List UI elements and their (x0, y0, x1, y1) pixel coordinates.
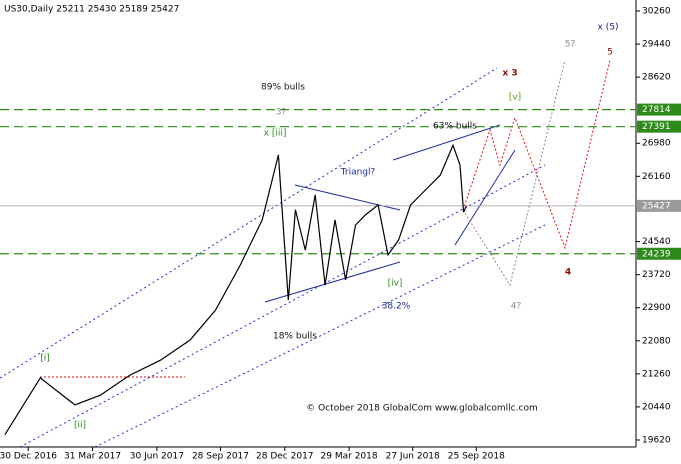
y-tick-label: 26160 (642, 172, 671, 182)
annotation: © October 2018 GlobalCom www.globalcomll… (306, 404, 537, 414)
y-tick-label: 19620 (642, 435, 671, 445)
level-tag (637, 120, 681, 133)
forecast-red (462, 59, 611, 250)
y-tick-label: 23720 (642, 270, 671, 280)
forecast-gray (462, 59, 566, 287)
annotation: x [iii] (264, 129, 287, 139)
annotation: [ii] (74, 421, 86, 431)
annotation: 5? (565, 40, 576, 50)
level-tag-label: 24239 (642, 249, 671, 259)
wedge-bottom (454, 149, 516, 246)
annotation: 4? (511, 302, 522, 312)
y-tick-label: 22900 (642, 303, 671, 313)
level-tag-label: 27814 (642, 105, 671, 115)
x-tick-label: 28 Sep 2017 (192, 452, 249, 462)
annotation: 89% bulls (261, 83, 305, 93)
channel-lower (94, 224, 546, 448)
level-tag (637, 199, 681, 212)
annotation: [v] (509, 93, 521, 103)
x-tick-label: 28 Dec 2017 (256, 452, 314, 462)
annotation: 63% bulls (433, 122, 477, 132)
channel-lines (0, 67, 546, 448)
y-tick-label: 21260 (642, 369, 671, 379)
annotation: x (5) (598, 23, 619, 33)
annotation: 18% bulls (273, 332, 317, 342)
y-tick-label: 22080 (642, 336, 671, 346)
annotation: [iv] (388, 279, 403, 289)
y-tick-label: 26980 (642, 139, 671, 149)
x-tick-label: 27 Jun 2018 (386, 452, 440, 462)
y-tick-label: 30260 (642, 7, 671, 17)
annotation: 5 (607, 48, 613, 58)
annotation: Triangl? (340, 168, 376, 178)
annotation: 38.2% (382, 302, 411, 312)
x-tick-label: 25 Sep 2018 (448, 452, 505, 462)
price-line (4, 143, 467, 436)
level-tag (637, 247, 681, 260)
x-tick-label: 31 Mar 2017 (64, 452, 121, 462)
x-tick-label: 30 Jun 2017 (130, 452, 184, 462)
level-tag-label: 27391 (642, 122, 671, 132)
channel-middle (19, 164, 546, 448)
annotation: [i] (40, 354, 50, 364)
y-tick-label: 20440 (642, 402, 671, 412)
y-tick-label: 28620 (642, 73, 671, 83)
annotation: 4 (565, 268, 571, 278)
level-tag (637, 103, 681, 116)
y-tick-label: 24540 (642, 237, 671, 247)
level-tag-label: 25427 (642, 201, 671, 211)
x-tick-label: 30 Dec 2016 (0, 452, 57, 462)
annotation: 3? (276, 108, 287, 118)
y-tick-label: 29440 (642, 40, 671, 50)
x-tick-label: 29 Mar 2018 (321, 452, 378, 462)
wedge-top (392, 124, 501, 161)
chart-title: US30,Daily 25211 25430 25189 25427 (4, 5, 179, 15)
annotation: x 3 (502, 69, 517, 79)
